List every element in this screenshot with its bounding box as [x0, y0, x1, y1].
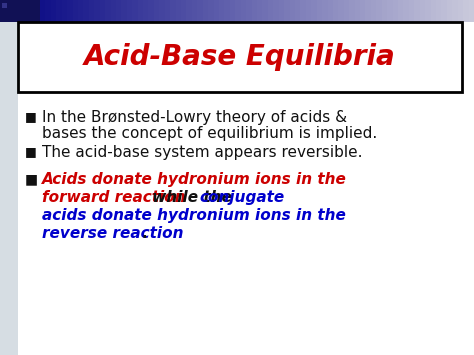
Bar — [338, 0, 345, 22]
Text: ■: ■ — [25, 110, 37, 123]
Bar — [121, 0, 128, 22]
Bar — [403, 0, 410, 22]
Bar — [94, 0, 100, 22]
Text: while the: while the — [147, 190, 237, 205]
Bar — [73, 0, 79, 22]
Bar — [436, 0, 442, 22]
Text: acids donate hydronium ions in the: acids donate hydronium ions in the — [42, 208, 346, 223]
Bar — [78, 0, 84, 22]
Bar — [333, 0, 339, 22]
Bar — [62, 0, 68, 22]
Bar — [322, 0, 328, 22]
Bar — [83, 0, 90, 22]
Bar — [235, 0, 242, 22]
Text: reverse reaction: reverse reaction — [42, 226, 183, 241]
Bar — [219, 0, 226, 22]
Bar — [89, 0, 95, 22]
Bar — [295, 0, 301, 22]
Bar — [344, 0, 350, 22]
Bar — [252, 0, 258, 22]
Bar — [420, 0, 426, 22]
Bar — [355, 0, 361, 22]
Bar — [170, 0, 177, 22]
Bar — [387, 0, 393, 22]
Bar — [371, 0, 377, 22]
Bar — [273, 0, 280, 22]
Bar — [2, 3, 7, 8]
Bar — [159, 0, 166, 22]
Text: ■: ■ — [25, 172, 38, 186]
Text: conjugate: conjugate — [199, 190, 284, 205]
Bar — [110, 0, 117, 22]
Bar — [192, 0, 198, 22]
Bar — [263, 0, 269, 22]
Text: Acid-Base Equilibria: Acid-Base Equilibria — [84, 43, 396, 71]
Bar — [51, 0, 57, 22]
Bar — [306, 0, 312, 22]
Bar — [392, 0, 399, 22]
Bar — [414, 0, 421, 22]
Bar — [301, 0, 307, 22]
Bar — [458, 0, 464, 22]
Bar — [376, 0, 383, 22]
Bar — [349, 0, 356, 22]
Bar — [143, 0, 149, 22]
Bar — [290, 0, 296, 22]
Bar — [382, 0, 388, 22]
Bar — [268, 0, 274, 22]
Bar — [311, 0, 318, 22]
Bar — [148, 0, 155, 22]
Bar — [46, 0, 52, 22]
Text: Acids donate hydronium ions in the: Acids donate hydronium ions in the — [42, 172, 347, 187]
Text: bases the concept of equilibrium is implied.: bases the concept of equilibrium is impl… — [42, 126, 377, 141]
Bar — [18, 22, 462, 92]
Bar — [425, 0, 432, 22]
Bar — [214, 0, 220, 22]
Bar — [0, 22, 18, 355]
Bar — [2, 10, 11, 19]
Bar — [137, 0, 144, 22]
Bar — [203, 0, 209, 22]
Bar — [469, 0, 474, 22]
Bar — [176, 0, 182, 22]
Text: forward reaction: forward reaction — [42, 190, 186, 205]
Bar — [116, 0, 122, 22]
Bar — [317, 0, 323, 22]
Bar — [279, 0, 285, 22]
Bar — [67, 0, 73, 22]
Text: The acid-base system appears reversible.: The acid-base system appears reversible. — [42, 145, 363, 160]
Bar — [154, 0, 160, 22]
Bar — [463, 0, 470, 22]
Bar — [225, 0, 231, 22]
Bar — [208, 0, 215, 22]
Bar — [246, 0, 253, 22]
Bar — [56, 0, 63, 22]
Bar — [360, 0, 366, 22]
Text: ■: ■ — [25, 145, 37, 158]
Bar — [284, 0, 291, 22]
Bar — [0, 0, 40, 22]
Text: In the Brønsted-Lowry theory of acids &: In the Brønsted-Lowry theory of acids & — [42, 110, 347, 125]
Bar — [447, 0, 453, 22]
Bar — [257, 0, 264, 22]
Bar — [241, 0, 247, 22]
Bar — [127, 0, 133, 22]
Text: .: . — [142, 226, 147, 241]
Bar — [398, 0, 404, 22]
Bar — [430, 0, 437, 22]
Bar — [100, 0, 106, 22]
Bar — [132, 0, 139, 22]
Bar — [197, 0, 204, 22]
Bar — [105, 0, 111, 22]
Bar — [165, 0, 171, 22]
Bar — [186, 0, 193, 22]
Bar — [365, 0, 372, 22]
Bar — [328, 0, 334, 22]
Bar — [452, 0, 459, 22]
Bar — [409, 0, 415, 22]
Bar — [441, 0, 448, 22]
Bar — [40, 0, 46, 22]
Bar — [230, 0, 237, 22]
Bar — [181, 0, 188, 22]
